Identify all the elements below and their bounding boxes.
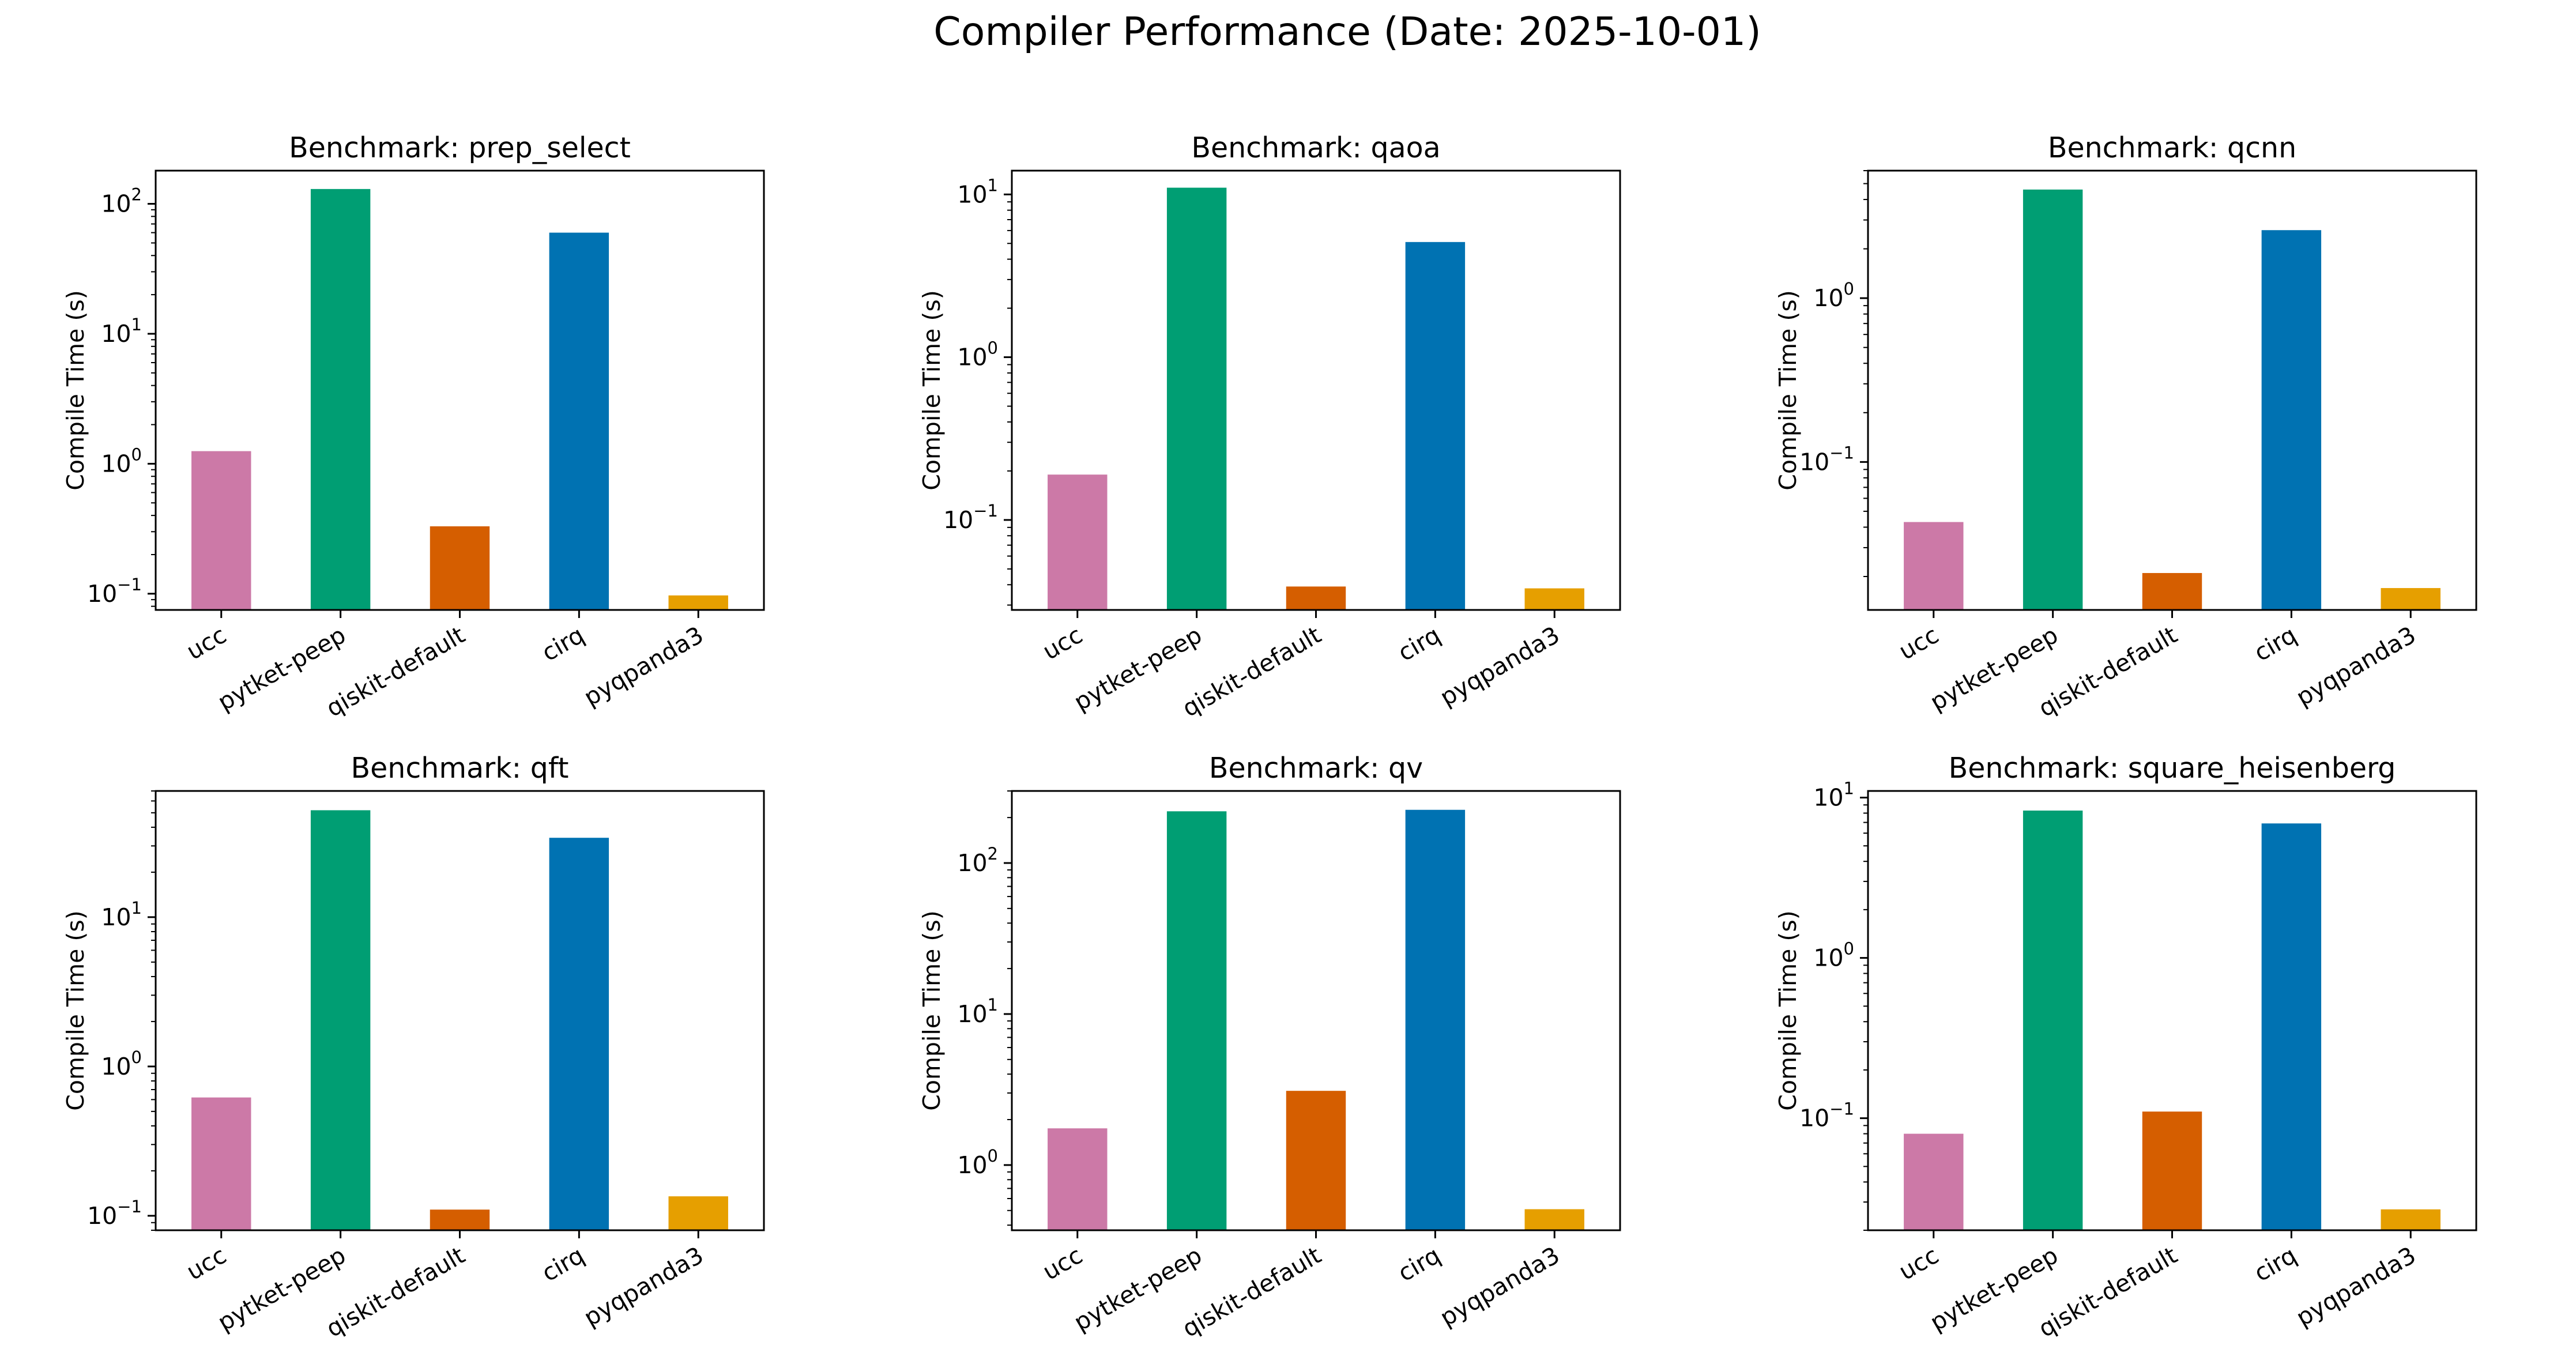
- y-tick-label: 100: [1813, 939, 1854, 972]
- chart-panel-6: Benchmark: square_heisenberg 10−1 100 101 Co…: [1774, 752, 2477, 1343]
- bar-ucc: [191, 451, 251, 610]
- x-tick-label-cirq: cirq: [1393, 1241, 1445, 1287]
- bar-pyqpanda3: [2381, 588, 2441, 610]
- x-tick-label-cirq: cirq: [2249, 1241, 2301, 1287]
- bar-pytket-peep: [310, 810, 371, 1230]
- chart-title: Benchmark: qaoa: [1191, 131, 1440, 164]
- bar-pyqpanda3: [2381, 1209, 2441, 1230]
- chart-panel-3: Benchmark: qcnn 10−1 100 Compile Time (s) uc…: [1774, 131, 2477, 722]
- y-tick-label: 100: [101, 1048, 142, 1080]
- y-tick-label: 101: [101, 315, 142, 348]
- y-axis-label: Compile Time (s): [1774, 290, 1802, 490]
- chart-title: Benchmark: qcnn: [2048, 131, 2296, 164]
- bar-pytket-peep: [2023, 811, 2083, 1230]
- bar-ucc: [1904, 1133, 1964, 1230]
- bar-qiskit-default: [1286, 586, 1346, 610]
- x-tick-label-ucc: ucc: [1038, 1241, 1087, 1286]
- chart-title: Benchmark: qv: [1209, 752, 1423, 785]
- x-tick-label-ucc: ucc: [182, 1241, 231, 1286]
- y-tick-label: 100: [1813, 279, 1854, 312]
- chart-panels: Benchmark: prep_select 10−1 100 101 102 Compi…: [62, 131, 2477, 1343]
- chart-panel-1: Benchmark: prep_select 10−1 100 101 102 Compi…: [62, 131, 765, 722]
- x-tick-label-pyqpanda3: pyqpanda3: [1435, 621, 1564, 711]
- y-axis-label: Compile Time (s): [1774, 910, 1802, 1110]
- bar-ucc: [1048, 474, 1108, 610]
- x-tick-label-cirq: cirq: [2249, 621, 2301, 667]
- bar-pytket-peep: [310, 189, 371, 610]
- y-tick-label: 102: [957, 844, 998, 877]
- y-tick-label: 101: [957, 995, 998, 1028]
- bar-qiskit-default: [430, 1209, 490, 1230]
- x-tick-label-pyqpanda3: pyqpanda3: [2291, 1241, 2420, 1332]
- x-tick-label-ucc: ucc: [1894, 1241, 1944, 1286]
- x-tick-label-cirq: cirq: [1393, 621, 1445, 667]
- chart-title: Benchmark: qft: [351, 752, 569, 785]
- bar-pytket-peep: [1166, 811, 1227, 1230]
- x-tick-label-pyqpanda3: pyqpanda3: [1435, 1241, 1564, 1332]
- chart-panel-5: Benchmark: qv 100 101 102 Compile Time (s) uc…: [918, 752, 1621, 1343]
- bar-cirq: [2261, 823, 2322, 1230]
- chart-title: Benchmark: prep_select: [289, 131, 631, 164]
- y-tick-label: 101: [101, 898, 142, 931]
- bar-pytket-peep: [1166, 187, 1227, 610]
- bar-cirq: [549, 838, 609, 1230]
- bar-ucc: [1904, 522, 1964, 610]
- x-tick-label-pyqpanda3: pyqpanda3: [579, 1241, 708, 1332]
- bar-pyqpanda3: [668, 595, 728, 610]
- y-axis-label: Compile Time (s): [62, 290, 89, 490]
- y-tick-label: 100: [957, 1146, 998, 1179]
- bar-pyqpanda3: [1524, 588, 1584, 610]
- chart-panel-2: Benchmark: qaoa 10−1 100 101 Compile Time (s…: [918, 131, 1621, 722]
- x-tick-label-pyqpanda3: pyqpanda3: [579, 621, 708, 711]
- bar-pyqpanda3: [1524, 1209, 1584, 1230]
- y-tick-label: 102: [101, 185, 142, 218]
- chart-panel-4: Benchmark: qft 10−1 100 101 Compile Time (s)…: [62, 752, 765, 1343]
- x-tick-label-cirq: cirq: [537, 621, 589, 667]
- x-tick-label-ucc: ucc: [1894, 621, 1944, 665]
- y-tick-label: 10−1: [87, 1197, 142, 1230]
- x-tick-label-ucc: ucc: [182, 621, 231, 665]
- y-tick-label: 10−1: [87, 575, 142, 608]
- y-axis-label: Compile Time (s): [918, 290, 946, 490]
- bar-pyqpanda3: [668, 1196, 728, 1230]
- bar-qiskit-default: [1286, 1091, 1346, 1230]
- y-tick-label: 101: [957, 175, 998, 208]
- bar-qiskit-default: [430, 526, 490, 610]
- x-tick-label-cirq: cirq: [537, 1241, 589, 1287]
- bar-cirq: [1405, 242, 1466, 610]
- bar-cirq: [2261, 230, 2322, 610]
- bar-cirq: [1405, 809, 1466, 1230]
- y-axis-label: Compile Time (s): [918, 910, 946, 1110]
- bar-pytket-peep: [2023, 189, 2083, 610]
- bar-qiskit-default: [2142, 1111, 2202, 1230]
- bar-qiskit-default: [2142, 572, 2202, 610]
- x-tick-label-pyqpanda3: pyqpanda3: [2291, 621, 2420, 711]
- bar-ucc: [191, 1097, 251, 1230]
- bar-ucc: [1048, 1128, 1108, 1230]
- chart-title: Benchmark: square_heisenberg: [1949, 752, 2396, 785]
- y-tick-label: 10−1: [1799, 443, 1854, 476]
- bar-cirq: [549, 232, 609, 610]
- y-tick-label: 10−1: [1799, 1099, 1854, 1132]
- x-tick-label-ucc: ucc: [1038, 621, 1087, 665]
- y-tick-label: 100: [101, 444, 142, 477]
- figure-suptitle: Compiler Performance (Date: 2025-10-01): [933, 9, 1761, 55]
- y-tick-label: 101: [1813, 779, 1854, 812]
- y-tick-label: 10−1: [943, 501, 998, 534]
- y-tick-label: 100: [957, 338, 998, 371]
- y-axis-label: Compile Time (s): [62, 910, 89, 1110]
